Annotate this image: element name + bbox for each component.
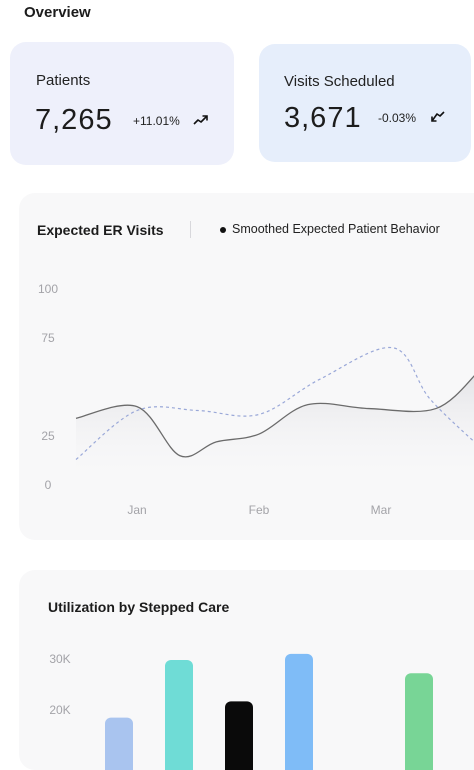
y-tick-label: 75 — [41, 331, 55, 345]
utilization-bar — [225, 701, 253, 770]
y-tick-label: 20K — [49, 703, 70, 717]
utilization-chart-card: Utilization by Stepped Care 30K 20K — [19, 570, 474, 770]
y-tick-label: 25 — [41, 429, 55, 443]
visits-scheduled-change: -0.03% — [378, 111, 417, 125]
utilization-bar-chart: 30K 20K — [49, 652, 433, 770]
utilization-bar — [105, 717, 133, 770]
visits-scheduled-value: 3,671 — [284, 102, 362, 134]
trend-up-icon — [193, 115, 208, 125]
series-area-fill — [76, 376, 474, 485]
y-tick-label: 30K — [49, 652, 70, 666]
x-tick-label: Jan — [127, 503, 146, 517]
x-tick-label: Mar — [371, 503, 392, 517]
patients-value: 7,265 — [35, 104, 113, 136]
patients-card[interactable]: Patients 7,265 +11.01% — [10, 42, 234, 165]
legend-divider — [190, 221, 191, 238]
er-chart-title: Expected ER Visits — [37, 222, 164, 238]
series-line-solid — [75, 375, 474, 458]
legend-bullet-icon — [220, 227, 226, 233]
legend-label: Smoothed Expected Patient Behavior — [232, 222, 440, 236]
utilization-chart-title: Utilization by Stepped Care — [48, 599, 230, 615]
er-line-chart: 0 25 75 100 Jan Feb Mar — [38, 282, 474, 517]
y-tick-label: 0 — [45, 478, 52, 492]
er-visits-chart-card: Expected ER Visits Smoothed Expected Pat… — [19, 193, 474, 540]
visits-scheduled-card[interactable]: Visits Scheduled 3,671 -0.03% — [259, 44, 471, 162]
visits-scheduled-label: Visits Scheduled — [284, 73, 395, 90]
x-tick-label: Feb — [249, 503, 270, 517]
patients-label: Patients — [36, 72, 91, 89]
trend-down-icon — [431, 111, 445, 122]
series-line-dashed — [75, 346, 474, 460]
overview-title: Overview — [24, 4, 91, 21]
utilization-bar — [165, 660, 193, 770]
utilization-bar — [285, 653, 313, 770]
y-tick-label: 100 — [38, 282, 58, 296]
patients-change: +11.01% — [133, 114, 180, 128]
utilization-bar — [405, 673, 433, 770]
